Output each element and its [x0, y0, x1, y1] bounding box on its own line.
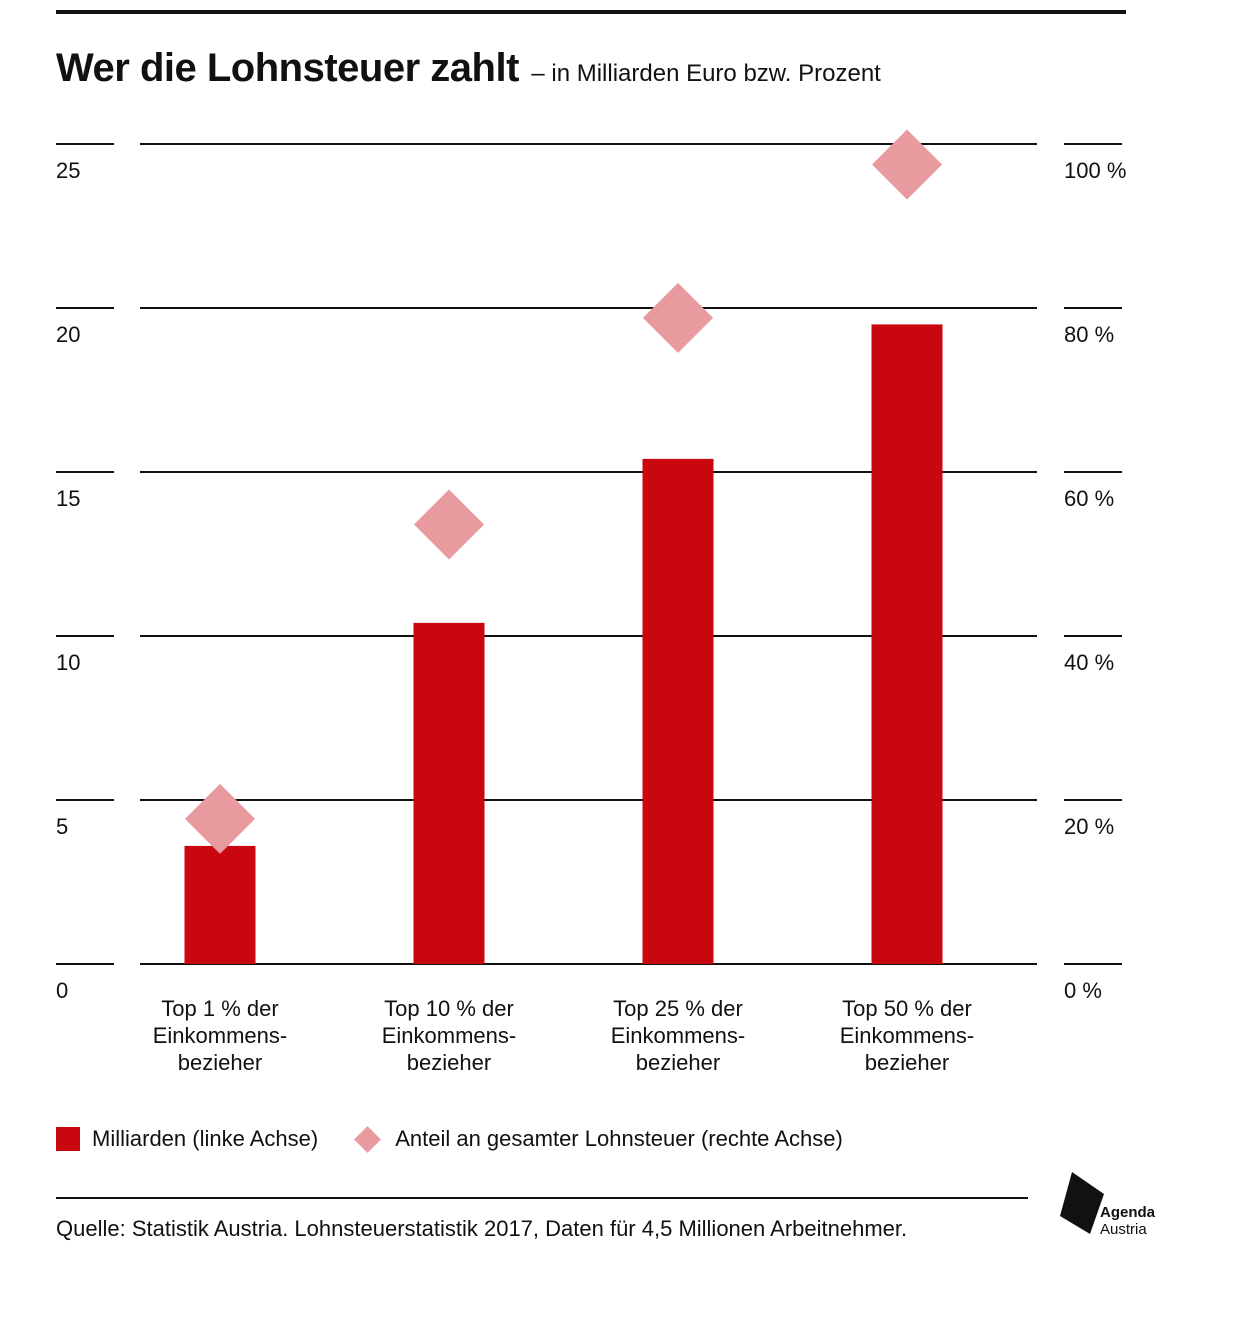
top-rule	[56, 10, 1126, 14]
category-label: bezieher	[178, 1050, 262, 1075]
right-tick-label: 40 %	[1064, 650, 1114, 675]
left-tick-label: 25	[56, 158, 80, 183]
legend: Milliarden (linke Achse) Anteil an gesam…	[56, 1125, 843, 1153]
right-tick-label: 80 %	[1064, 322, 1114, 347]
source-note: Quelle: Statistik Austria. Lohnsteuersta…	[56, 1216, 908, 1241]
chart: 0 5 10 15 20 25 0 % 20 % 40 % 60 % 80 % 100 % Top …	[56, 129, 1126, 1075]
category-label: Top 10 % der	[384, 996, 514, 1021]
diamond-point	[185, 783, 255, 854]
left-tick-label: 15	[56, 486, 80, 511]
chart-title: Wer die Lohnsteuer zahlt	[56, 46, 519, 90]
legend-diamond-swatch	[354, 1125, 382, 1153]
right-tick-label: 0 %	[1064, 978, 1102, 1003]
diamond-series	[185, 129, 942, 854]
category-label: Einkommens-	[840, 1023, 974, 1048]
diamond-point	[872, 129, 942, 200]
category-label: Einkommens-	[611, 1023, 745, 1048]
bar	[184, 845, 256, 964]
diamond-point	[414, 489, 484, 560]
category-label: bezieher	[407, 1050, 491, 1075]
right-axis: 0 % 20 % 40 % 60 % 80 % 100 %	[1064, 158, 1126, 1003]
right-tick-label: 20 %	[1064, 814, 1114, 839]
left-tick-label: 10	[56, 650, 80, 675]
title-row: Wer die Lohnsteuer zahlt – in Milliarden…	[56, 46, 881, 91]
logo-text: Agenda Austria	[1100, 1204, 1155, 1238]
legend-bar-swatch	[56, 1127, 80, 1151]
logo-line-2: Austria	[1100, 1221, 1147, 1238]
category-label: Einkommens-	[153, 1023, 287, 1048]
right-tick-label: 60 %	[1064, 486, 1114, 511]
chart-subtitle: – in Milliarden Euro bzw. Prozent	[531, 60, 881, 87]
bar	[871, 324, 943, 964]
logo-line-1: Agenda	[1100, 1204, 1156, 1221]
category-label: Top 50 % der	[842, 996, 972, 1021]
category-label: bezieher	[865, 1050, 949, 1075]
legend-diamond-label: Anteil an gesamter Lohnsteuer (rechte Ac…	[395, 1126, 843, 1151]
category-label: Einkommens-	[382, 1023, 516, 1048]
agenda-austria-logo-icon	[1060, 1172, 1104, 1234]
bottom-rule	[56, 1197, 1028, 1199]
diamond-point	[643, 282, 713, 353]
left-axis: 0 5 10 15 20 25	[56, 158, 80, 1003]
category-label: Top 25 % der	[613, 996, 743, 1021]
category-label: Top 1 % der	[161, 996, 278, 1021]
category-label: bezieher	[636, 1050, 720, 1075]
left-tick-label: 5	[56, 814, 68, 839]
left-tick-label: 0	[56, 978, 68, 1003]
bar	[413, 622, 485, 964]
left-tick-label: 20	[56, 322, 80, 347]
bar-series	[184, 324, 943, 964]
right-tick-label: 100 %	[1064, 158, 1126, 183]
bar	[642, 458, 714, 964]
legend-bar-label: Milliarden (linke Achse)	[92, 1126, 319, 1151]
